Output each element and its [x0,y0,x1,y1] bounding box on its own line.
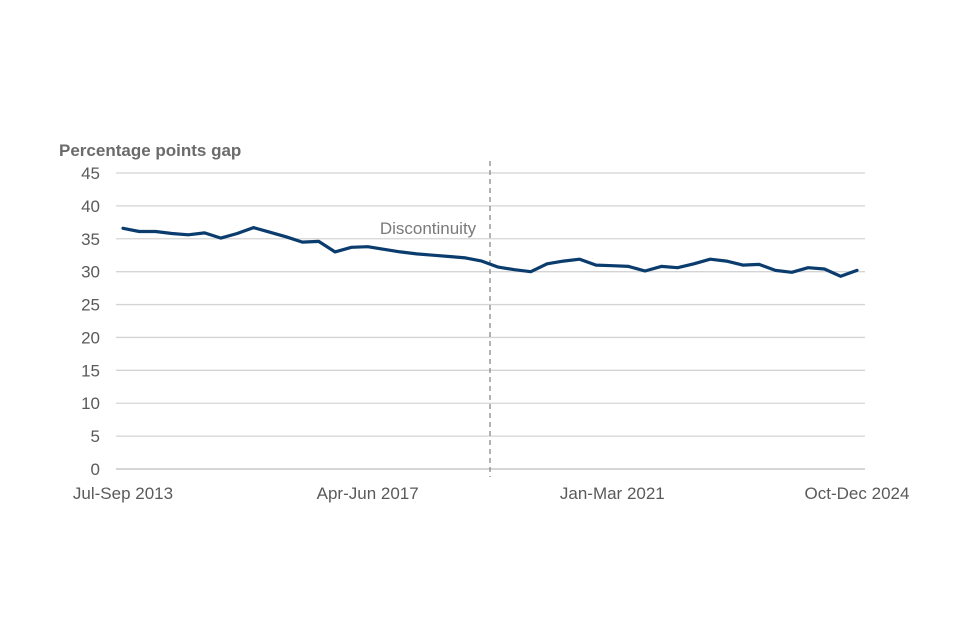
data-point [757,263,761,266]
data-point [121,227,125,230]
data-point [252,226,255,229]
y-tick-label: 20 [81,328,100,347]
x-tick-label: Jan-Mar 2021 [560,484,665,503]
data-point [154,230,157,233]
discontinuity-marker: Discontinuity [380,161,491,477]
data-point [594,263,598,267]
data-point [350,246,353,249]
data-point [643,269,647,273]
data-point [806,266,810,269]
data-point [170,232,174,235]
data-point [317,240,320,243]
data-point [399,250,402,254]
data-point [235,232,239,235]
data-point [448,255,451,258]
data-point [660,265,663,268]
data-point [611,264,614,267]
data-point [187,233,190,237]
data-point [219,236,223,240]
y-tick-labels: 0 5 10 15 20 25 30 35 40 45 [81,164,100,479]
x-tick-label: Oct-Dec 2024 [805,484,910,503]
data-point [692,262,696,265]
data-point [513,268,516,271]
data-point [774,269,777,272]
data-point [823,267,826,271]
data-point [284,235,288,239]
data-point [496,265,500,269]
data-point [562,259,565,263]
data-point [464,256,467,260]
series-layer [121,226,859,278]
data-point [627,265,630,268]
y-tick-label: 45 [81,164,100,183]
data-point [268,231,271,234]
y-tick-label: 10 [81,394,100,413]
data-point [366,245,369,248]
y-tick-label: 30 [81,263,100,282]
discontinuity-label: Discontinuity [380,219,477,238]
data-point [333,250,337,254]
y-tick-label: 40 [81,197,100,216]
data-point [790,271,793,274]
x-tick-labels: Jul-Sep 2013 Apr-Jun 2017 Jan-Mar 2021 Oct-… [73,484,910,503]
x-tick-label: Apr-Jun 2017 [317,484,419,503]
data-point [676,266,679,269]
data-point [578,257,581,261]
data-point [855,269,859,272]
data-point [839,275,842,278]
series-line [121,226,859,278]
data-point [741,263,745,267]
data-point [529,270,532,273]
x-tick-label: Jul-Sep 2013 [73,484,173,503]
data-point [480,259,484,263]
y-tick-label: 25 [81,296,100,315]
y-tick-label: 35 [81,230,100,249]
y-tick-label: 15 [81,361,100,380]
data-point [301,240,304,244]
y-axis-label: Percentage points gap [59,141,241,160]
data-point [431,254,435,257]
data-point [545,262,549,265]
data-point [203,231,206,235]
data-point [725,259,728,263]
data-point [709,257,712,261]
data-point [382,248,386,251]
gridlines [116,172,865,470]
y-tick-label: 5 [91,427,100,446]
data-point [415,252,418,256]
y-tick-label: 0 [91,460,100,479]
data-point [138,230,141,233]
